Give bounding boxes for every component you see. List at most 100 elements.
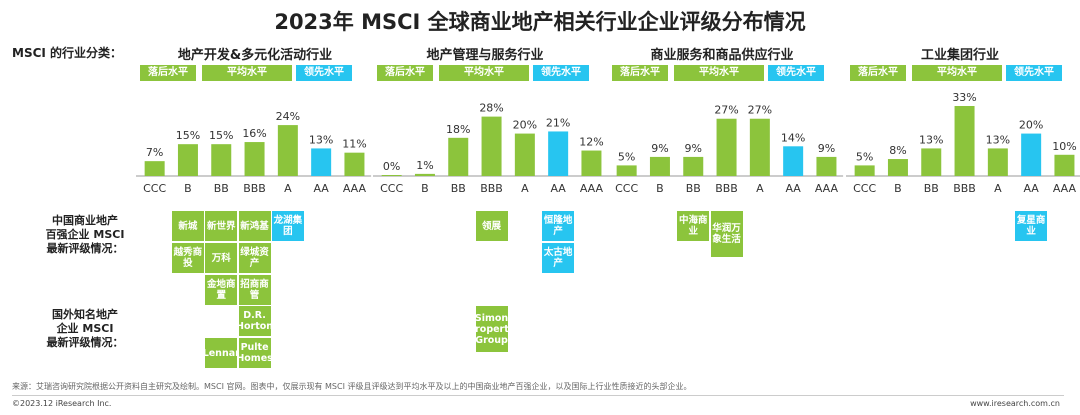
bar-1-B [414,173,435,176]
tick-label-0-B: B [184,182,192,195]
tick-label-2-AA: AA [785,182,801,195]
company-badge: 金地商置 [205,275,238,305]
value-label-2-A: 27% [748,104,772,117]
level-leading-2: 领先水平 [768,65,824,81]
level-lagging-1: 落后水平 [377,65,433,81]
value-label-0-AAA: 11% [342,138,366,151]
value-label-0-B: 15% [176,129,200,142]
value-label-3-A: 13% [986,133,1010,146]
value-label-3-B: 8% [889,144,906,157]
footer-website: www.iresearch.com.cn [970,399,1060,408]
bar-3-CCC [854,165,875,176]
company-badge: Simon Property Group [468,306,515,352]
tick-label-1-AA: AA [550,182,566,195]
tick-label-1-AAA: AAA [580,182,604,195]
bar-2-B [649,156,670,176]
bar-3-BBB [954,106,975,176]
panel-title-1: 地产管理与服务行业 [426,48,544,63]
company-badge: 龙湖集团 [271,211,304,241]
value-label-2-BB: 9% [685,142,702,155]
level-lagging-2: 落后水平 [612,65,668,81]
bar-1-AAA [581,150,602,176]
bar-2-AA [783,146,804,176]
value-label-3-CCC: 5% [856,150,873,163]
value-label-0-AA: 13% [309,133,333,146]
bar-1-BB [448,137,469,176]
level-leading-0: 领先水平 [296,65,352,81]
bar-0-BB [211,144,232,176]
footer-divider [12,395,1064,396]
bar-0-AAA [344,152,365,176]
bar-2-BB [683,156,704,176]
tick-label-0-AAA: AAA [343,182,367,195]
value-label-0-CCC: 7% [146,146,163,159]
level-average-3: 平均水平 [912,65,1002,81]
level-leading-1: 领先水平 [533,65,589,81]
bar-1-CCC [381,175,402,176]
company-badge: 复星商业 [1015,211,1048,241]
panel-title-0: 地产开发&多元化活动行业 [177,48,333,63]
panel-title-2: 商业服务和商品供应行业 [650,48,794,63]
tick-label-0-A: A [284,182,292,195]
level-average-0: 平均水平 [202,65,292,81]
tick-label-2-B: B [656,182,664,195]
tick-label-3-BB: BB [924,182,939,195]
tick-label-3-B: B [894,182,902,195]
level-leading-3: 领先水平 [1006,65,1062,81]
tick-label-2-BBB: BBB [715,182,738,195]
company-badge: 招商商管 [238,275,271,305]
company-badge: 越秀商投 [171,243,204,273]
tick-label-0-CCC: CCC [143,182,166,195]
tick-label-3-A: A [994,182,1002,195]
value-label-1-AA: 21% [546,116,570,129]
level-lagging-3: 落后水平 [850,65,906,81]
company-badge: Lennar [203,338,240,368]
tick-label-1-BBB: BBB [480,182,503,195]
value-label-1-CCC: 0% [383,160,400,173]
value-label-3-BBB: 33% [952,91,976,104]
bar-3-AA [1021,133,1042,176]
tick-label-3-AA: AA [1023,182,1039,195]
bar-2-A [749,118,770,176]
tick-label-2-CCC: CCC [615,182,638,195]
bar-3-AAA [1054,154,1075,176]
company-badge: D.R. Horton [236,306,273,336]
value-label-2-BBB: 27% [714,104,738,117]
value-label-3-AAA: 10% [1052,140,1076,153]
bar-0-AA [311,148,332,176]
tick-label-3-CCC: CCC [853,182,876,195]
china-row-label: 中国商业地产 百强企业 MSCI 最新评级情况： [45,214,125,255]
bar-1-A [514,133,535,176]
category-label: MSCI 的行业分类： [12,46,123,60]
value-label-2-AA: 14% [781,131,805,144]
bar-3-BB [921,148,942,176]
source-note: 来源：艾瑞咨询研究院根据公开资料自主研究及绘制。MSCI 官网。图表中，仅展示现… [12,382,692,391]
tick-label-2-A: A [756,182,764,195]
company-badge: 新城 [171,211,204,241]
tick-label-3-AAA: AAA [1053,182,1077,195]
bar-3-A [987,148,1008,176]
bar-0-BBB [244,142,265,176]
value-label-0-BB: 15% [209,129,233,142]
tick-label-2-BB: BB [686,182,701,195]
value-label-0-A: 24% [276,110,300,123]
company-badge: 绿城资产 [238,243,271,273]
tick-label-1-CCC: CCC [380,182,403,195]
tick-label-1-A: A [521,182,529,195]
footer-copyright: ©2023.12 iResearch Inc. [12,399,112,408]
company-badge: 新鸿基 [238,211,271,241]
bar-0-A [277,125,298,176]
tick-label-3-BBB: BBB [953,182,976,195]
tick-label-1-B: B [421,182,429,195]
value-label-2-AAA: 9% [818,142,835,155]
value-label-1-A: 20% [513,119,537,132]
value-label-0-BBB: 16% [242,127,266,140]
level-lagging-0: 落后水平 [140,65,196,81]
bar-2-CCC [616,165,637,176]
company-badge: 中海商业 [677,211,710,241]
page-title: 2023年 MSCI 全球商业地产相关行业企业评级分布情况 [274,10,806,34]
tick-label-0-BBB: BBB [243,182,266,195]
value-label-2-CCC: 5% [618,150,635,163]
company-badge: 太古地产 [542,243,575,273]
bar-2-BBB [716,118,737,176]
